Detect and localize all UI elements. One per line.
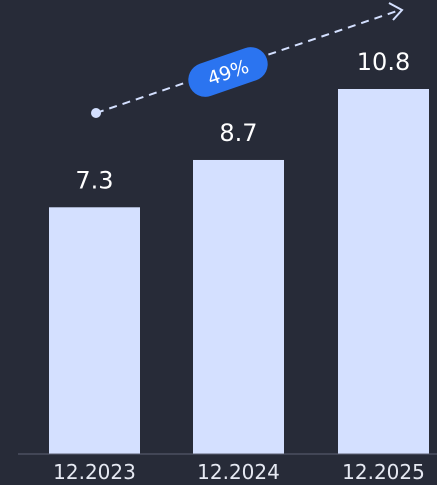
labels-layer: 7.3 12.2023 8.7 12.2024 10.8 12.2025 xyxy=(53,48,425,484)
bar-12.2023 xyxy=(49,207,140,454)
growth-badge-pill xyxy=(188,47,268,97)
trend-arrow-head-icon xyxy=(388,2,404,21)
growth-badge: 49% xyxy=(188,47,268,97)
bar-value-label: 10.8 xyxy=(357,48,410,76)
x-tick-label: 12.2023 xyxy=(53,460,136,484)
trend-arrow-start-dot xyxy=(91,108,101,118)
bars-layer xyxy=(49,89,429,454)
x-tick-label: 12.2025 xyxy=(342,460,425,484)
bar-12.2025 xyxy=(338,89,429,454)
bar-12.2024 xyxy=(193,159,284,454)
bar-value-label: 7.3 xyxy=(75,166,113,194)
x-tick-label: 12.2024 xyxy=(197,460,280,484)
bar-value-label: 8.7 xyxy=(219,119,257,147)
